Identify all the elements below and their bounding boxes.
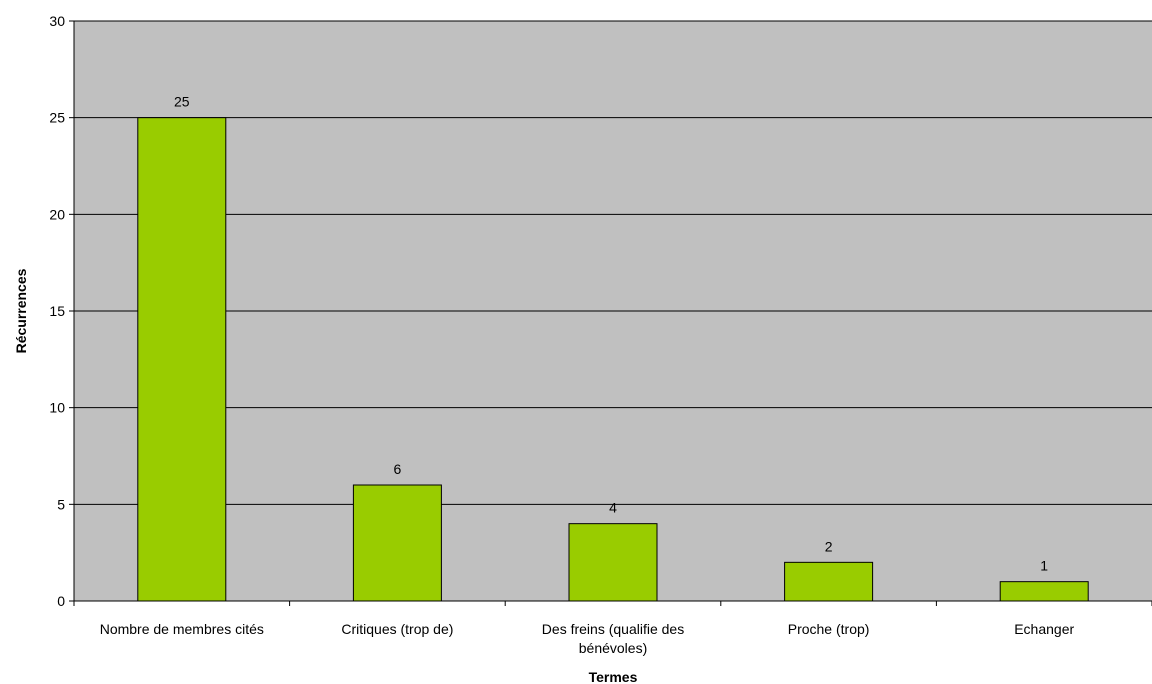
x-tick-label-line: Nombre de membres cités xyxy=(100,621,264,637)
y-tick-label: 10 xyxy=(49,400,65,416)
data-label: 25 xyxy=(174,94,190,110)
axes xyxy=(69,20,1152,606)
bar xyxy=(352,484,442,602)
y-tick-label: 15 xyxy=(49,303,65,319)
x-tick-label-line: bénévoles) xyxy=(579,640,648,656)
x-tick-label: Nombre de membres cités xyxy=(100,621,264,637)
x-tick-label-line: Proche (trop) xyxy=(788,621,870,637)
x-tick-label: Echanger xyxy=(1014,621,1074,637)
y-tick-label: 25 xyxy=(49,110,65,126)
x-axis-title: Termes xyxy=(589,669,638,684)
data-label: 1 xyxy=(1040,558,1048,574)
bars xyxy=(137,117,1089,602)
data-label: 2 xyxy=(825,538,833,554)
data-labels: 25 6 4 2 1 xyxy=(174,94,1048,574)
gridlines xyxy=(74,20,1152,505)
x-tick-label: Des freins (qualifie des bénévoles) xyxy=(542,621,684,656)
y-tick-labels: 0 5 10 15 20 25 30 xyxy=(49,13,65,609)
x-tick-label-line: Echanger xyxy=(1014,621,1074,637)
x-tick-label-line: Des freins (qualifie des xyxy=(542,621,684,637)
y-tick-label: 5 xyxy=(57,496,65,512)
x-tick-label-line: Critiques (trop de) xyxy=(341,621,453,637)
bar xyxy=(568,523,658,602)
y-tick-label: 0 xyxy=(57,593,65,609)
bar xyxy=(784,561,874,602)
data-label: 4 xyxy=(609,500,617,516)
x-tick-label: Proche (trop) xyxy=(788,621,870,637)
x-tick-labels: Nombre de membres cités Critiques (trop d… xyxy=(100,621,1075,656)
y-tick-label: 20 xyxy=(49,206,65,222)
bar xyxy=(137,117,227,602)
bar xyxy=(999,581,1089,602)
y-axis-title: Récurrences xyxy=(13,268,29,353)
y-tick-label: 30 xyxy=(49,13,65,29)
data-label: 6 xyxy=(394,461,402,477)
x-tick-label: Critiques (trop de) xyxy=(341,621,453,637)
